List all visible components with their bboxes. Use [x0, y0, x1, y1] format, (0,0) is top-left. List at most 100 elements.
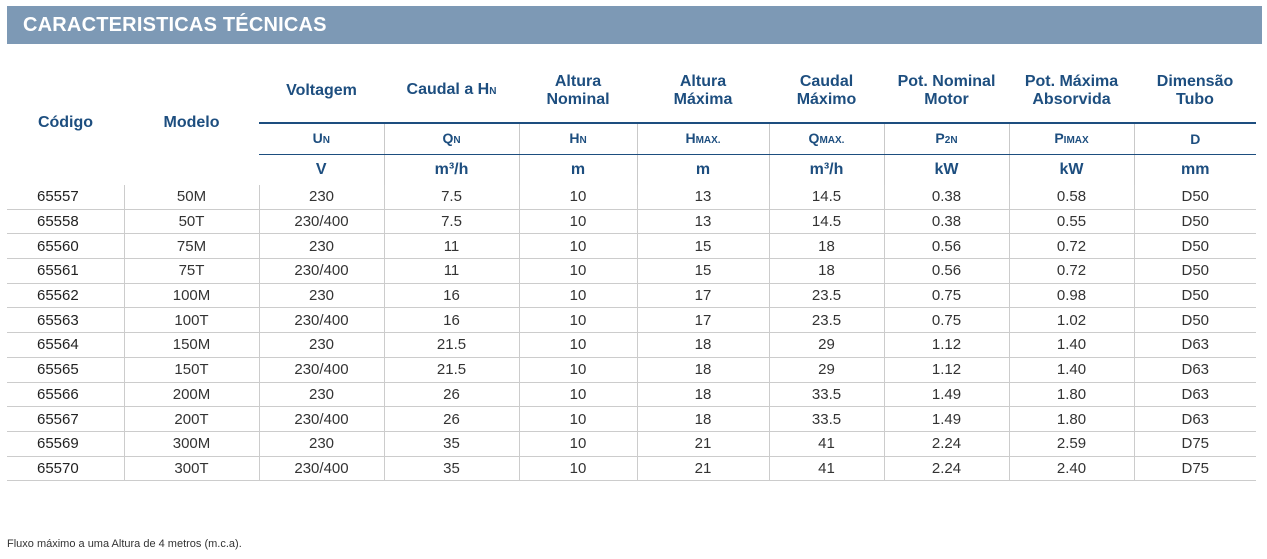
cell-pot-nom: 0.38: [883, 209, 1009, 235]
unit-cell: m³/h: [768, 154, 884, 185]
symbol-cell: HN: [518, 123, 637, 155]
cell-codigo: 65565: [7, 357, 124, 383]
cell-pot-nom: 1.49: [883, 406, 1009, 432]
header-altura-maxima: Altura Máxima: [637, 60, 769, 124]
cell-codigo: 65562: [7, 283, 124, 309]
cell-modelo: 50M: [123, 185, 259, 210]
cell-pot-nom: 0.56: [883, 258, 1009, 284]
cell-voltagem: 230/400: [258, 406, 384, 432]
cell-voltagem: 230/400: [258, 357, 384, 383]
cell-modelo: 75T: [123, 258, 259, 284]
cell-voltagem: 230/400: [258, 456, 384, 482]
unit-cell: mm: [1133, 154, 1256, 185]
cell-pot-max: 0.98: [1008, 283, 1134, 309]
table-row: 65569 300M 230 35 10 21 41 2.24 2.59 D75: [7, 431, 1256, 457]
table-row: 65564 150M 230 21.5 10 18 29 1.12 1.40 D63: [7, 332, 1256, 358]
cell-voltagem: 230/400: [258, 258, 384, 284]
cell-voltagem: 230/400: [258, 307, 384, 334]
cell-altura-nom: 10: [518, 406, 637, 432]
cell-caudal-max: 23.5: [768, 307, 884, 334]
cell-caudal: 26: [383, 382, 519, 408]
cell-altura-max: 17: [636, 283, 769, 309]
cell-tubo: D63: [1133, 332, 1256, 358]
cell-codigo: 65570: [7, 456, 124, 482]
cell-pot-max: 0.55: [1008, 209, 1134, 235]
cell-codigo: 65560: [7, 233, 124, 260]
cell-pot-max: 2.59: [1008, 431, 1134, 457]
cell-caudal-max: 18: [768, 233, 884, 260]
table-row: 65563 100T 230/400 16 10 17 23.5 0.75 1.02 D50: [7, 307, 1256, 334]
cell-caudal-max: 14.5: [768, 209, 884, 235]
cell-tubo: D50: [1133, 283, 1256, 309]
cell-pot-nom: 0.56: [883, 233, 1009, 260]
cell-tubo: D50: [1133, 209, 1256, 235]
cell-modelo: 150M: [123, 332, 259, 358]
cell-caudal: 16: [383, 307, 519, 334]
cell-caudal: 11: [383, 258, 519, 284]
cell-tubo: D50: [1133, 233, 1256, 260]
header-pot-maxima: Pot. Máxima Absorvida: [1009, 60, 1134, 124]
cell-codigo: 65557: [7, 185, 124, 210]
cell-voltagem: 230: [258, 382, 384, 408]
cell-codigo: 65566: [7, 382, 124, 408]
cell-caudal: 35: [383, 456, 519, 482]
cell-pot-nom: 0.38: [883, 185, 1009, 210]
cell-altura-nom: 10: [518, 382, 637, 408]
cell-tubo: D63: [1133, 406, 1256, 432]
cell-tubo: D63: [1133, 382, 1256, 408]
cell-pot-max: 1.02: [1008, 307, 1134, 334]
section-banner: CARACTERISTICAS TÉCNICAS: [7, 6, 1262, 44]
cell-altura-nom: 10: [518, 307, 637, 334]
unit-cell: kW: [883, 154, 1009, 185]
header-caudal-maximo: Caudal Máximo: [769, 60, 884, 124]
table-row: 65561 75T 230/400 11 10 15 18 0.56 0.72 D50: [7, 258, 1256, 284]
cell-altura-nom: 10: [518, 283, 637, 309]
header-row-labels: Código Modelo Voltagem Caudal a HN Altur…: [7, 60, 1256, 131]
cell-caudal-max: 41: [768, 456, 884, 482]
cell-modelo: 200T: [123, 406, 259, 432]
table-body: 65557 50M 230 7.5 10 13 14.5 0.38 0.58 D50 65558 50…: [7, 185, 1256, 482]
cell-altura-nom: 10: [518, 431, 637, 457]
cell-pot-nom: 1.12: [883, 332, 1009, 358]
cell-codigo: 65564: [7, 332, 124, 358]
table-row: 65565 150T 230/400 21.5 10 18 29 1.12 1.40 D63: [7, 357, 1256, 383]
cell-voltagem: 230/400: [258, 209, 384, 235]
header-altura-nominal: Altura Nominal: [519, 60, 637, 124]
cell-tubo: D50: [1133, 307, 1256, 334]
cell-caudal: 21.5: [383, 332, 519, 358]
cell-caudal-max: 18: [768, 258, 884, 284]
cell-caudal-max: 14.5: [768, 185, 884, 210]
cell-altura-max: 21: [636, 456, 769, 482]
cell-modelo: 200M: [123, 382, 259, 408]
cell-pot-max: 0.72: [1008, 258, 1134, 284]
unit-cell: m: [636, 154, 769, 185]
symbol-cell: HMAX.: [636, 123, 769, 155]
cell-altura-max: 18: [636, 382, 769, 408]
cell-pot-max: 0.58: [1008, 185, 1134, 210]
cell-caudal-max: 29: [768, 357, 884, 383]
cell-pot-max: 1.80: [1008, 406, 1134, 432]
symbol-cell: QN: [383, 123, 519, 155]
cell-voltagem: 230: [258, 283, 384, 309]
cell-pot-nom: 0.75: [883, 283, 1009, 309]
specifications-table: Código Modelo Voltagem Caudal a HN Altur…: [7, 60, 1256, 482]
cell-pot-nom: 1.49: [883, 382, 1009, 408]
cell-caudal: 16: [383, 283, 519, 309]
cell-modelo: 75M: [123, 233, 259, 260]
cell-tubo: D50: [1133, 185, 1256, 210]
cell-voltagem: 230: [258, 185, 384, 210]
header-pot-nominal: Pot. Nominal Motor: [884, 60, 1009, 124]
cell-altura-nom: 10: [518, 357, 637, 383]
header-row-symbols: UN QN HN HMAX. QMAX. P2N PIMAX D: [7, 123, 1256, 155]
cell-tubo: D75: [1133, 456, 1256, 482]
table-row: 65562 100M 230 16 10 17 23.5 0.75 0.98 D50: [7, 283, 1256, 309]
cell-pot-nom: 2.24: [883, 456, 1009, 482]
symbol-cell: PIMAX: [1008, 123, 1134, 155]
cell-pot-max: 1.40: [1008, 357, 1134, 383]
cell-altura-nom: 10: [518, 233, 637, 260]
table-row: 65570 300T 230/400 35 10 21 41 2.24 2.40 D75: [7, 456, 1256, 482]
cell-tubo: D63: [1133, 357, 1256, 383]
cell-altura-nom: 10: [518, 332, 637, 358]
cell-pot-max: 0.72: [1008, 233, 1134, 260]
